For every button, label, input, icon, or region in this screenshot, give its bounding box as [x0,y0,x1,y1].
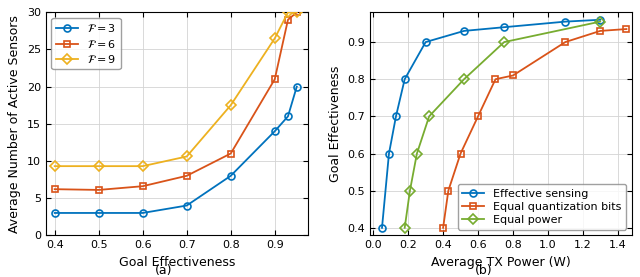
$\mathcal{F} = 6$ [51,188,58,191]
$\mathcal{F} = 9$ [51,165,58,168]
$\mathcal{F} = 3$ [95,211,102,215]
Equal quantization bits [596,29,604,33]
Y-axis label: Goal Effectiveness: Goal Effectiveness [328,66,342,182]
Equal quantization bits [492,78,499,81]
X-axis label: Average TX Power (W): Average TX Power (W) [431,256,571,269]
Line: $\mathcal{F} = 9$: $\mathcal{F} = 9$ [51,9,300,170]
Line: Equal quantization bits: Equal quantization bits [440,25,630,231]
$\mathcal{F} = 9$ [227,104,235,107]
Y-axis label: Average Number of Active Sensors: Average Number of Active Sensors [8,15,21,233]
$\mathcal{F} = 9$ [284,11,292,14]
Effective sensing [385,152,393,155]
Effective sensing [392,115,400,118]
Line: $\mathcal{F} = 3$: $\mathcal{F} = 3$ [51,83,300,216]
Text: (b): (b) [474,264,492,277]
Equal quantization bits [457,152,465,155]
Legend: $\mathcal{F} = 3$, $\mathcal{F} = 6$, $\mathcal{F} = 9$: $\mathcal{F} = 3$, $\mathcal{F} = 6$, $\… [51,18,121,70]
$\mathcal{F} = 9$ [293,11,301,14]
Effective sensing [378,226,386,229]
Equal quantization bits [439,226,447,229]
Equal quantization bits [561,40,569,44]
Equal quantization bits [623,27,630,31]
$\mathcal{F} = 3$ [293,85,301,88]
$\mathcal{F} = 3$ [139,211,147,215]
Equal quantization bits [509,74,516,77]
$\mathcal{F} = 9$ [183,155,191,158]
$\mathcal{F} = 3$ [51,211,58,215]
Equal power [596,20,604,23]
Equal quantization bits [445,189,452,192]
$\mathcal{F} = 6$ [293,11,301,14]
$\mathcal{F} = 3$ [284,115,292,118]
$\mathcal{F} = 9$ [95,165,102,168]
Equal power [426,115,433,118]
Equal power [401,226,408,229]
Equal power [460,78,468,81]
Effective sensing [401,78,408,81]
X-axis label: Goal Effectiveness: Goal Effectiveness [118,256,235,269]
Line: Equal power: Equal power [401,18,604,231]
$\mathcal{F} = 9$ [139,165,147,168]
Legend: Effective sensing, Equal quantization bits, Equal power: Effective sensing, Equal quantization bi… [458,184,626,230]
$\mathcal{F} = 3$ [183,204,191,207]
Equal power [500,40,508,44]
$\mathcal{F} = 6$ [95,188,102,192]
Effective sensing [561,20,569,23]
$\mathcal{F} = 6$ [183,174,191,178]
$\mathcal{F} = 6$ [227,152,235,155]
$\mathcal{F} = 3$ [271,130,278,133]
Line: Effective sensing: Effective sensing [378,16,604,231]
Effective sensing [460,29,468,33]
$\mathcal{F} = 6$ [139,184,147,188]
Equal power [406,189,414,192]
Effective sensing [596,18,604,21]
$\mathcal{F} = 9$ [271,37,278,40]
Line: $\mathcal{F} = 6$: $\mathcal{F} = 6$ [51,9,300,193]
$\mathcal{F} = 6$ [271,78,278,81]
$\mathcal{F} = 6$ [284,18,292,21]
Text: (a): (a) [154,264,172,277]
Equal power [413,152,420,155]
Effective sensing [500,25,508,29]
Effective sensing [422,40,429,44]
$\mathcal{F} = 3$ [227,174,235,178]
Equal quantization bits [474,115,482,118]
